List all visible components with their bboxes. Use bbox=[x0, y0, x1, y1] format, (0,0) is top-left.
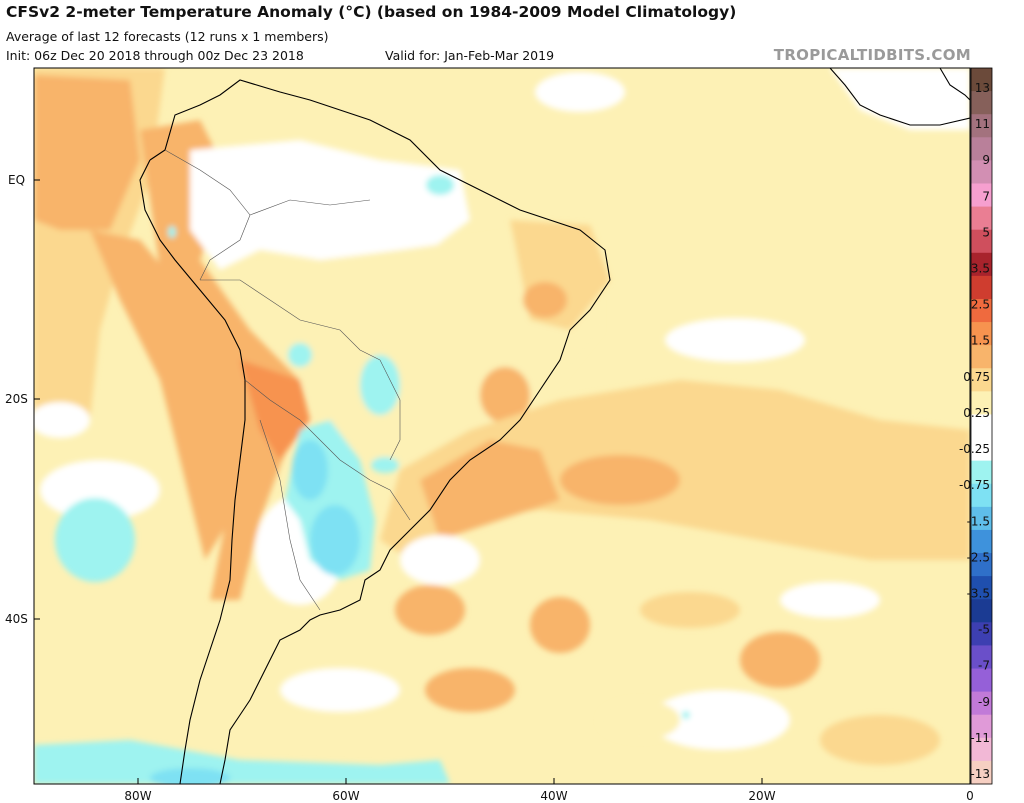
country-borders bbox=[164, 149, 411, 611]
colorbar-label: 3.5 bbox=[971, 262, 990, 276]
colorbar-label: 0.75 bbox=[963, 370, 990, 384]
colorbar-label: 0.25 bbox=[963, 406, 990, 420]
colorbar-swatch bbox=[971, 137, 992, 161]
colorbar: 13 11 9 7 5 3.5 2.5 1.5 0.75 0.25 -0.25 -0.75 -1.5 -2… bbox=[959, 67, 993, 785]
colorbar-label: 5 bbox=[982, 225, 990, 239]
colorbar-swatch bbox=[971, 760, 992, 785]
valid-text: Valid for: Jan-Feb-Mar 2019 bbox=[385, 48, 555, 63]
colorbar-swatch bbox=[971, 622, 992, 646]
colorbar-swatch bbox=[971, 183, 992, 208]
colorbar-swatch bbox=[971, 345, 992, 369]
colorbar-label: -1.5 bbox=[967, 514, 990, 528]
colorbar-swatch bbox=[971, 368, 992, 392]
colorbar-swatch bbox=[971, 506, 992, 531]
xtick-label: 60W bbox=[332, 789, 359, 803]
colorbar-swatch bbox=[971, 91, 992, 115]
colorbar-label: -0.75 bbox=[959, 478, 990, 492]
colorbar-swatch bbox=[971, 460, 992, 485]
colorbar-label: 11 bbox=[975, 117, 990, 131]
anomaly-shading bbox=[34, 68, 970, 784]
coastlines bbox=[139, 68, 970, 784]
colorbar-label: -0.25 bbox=[959, 442, 990, 456]
colorbar-label: 1.5 bbox=[971, 334, 990, 348]
xtick-label: 40W bbox=[540, 789, 567, 803]
colorbar-label: 13 bbox=[975, 81, 990, 95]
xtick-label: 20W bbox=[748, 789, 775, 803]
colorbar-swatch bbox=[971, 553, 992, 577]
map-frame bbox=[33, 67, 971, 785]
brand-watermark: TROPICALTIDBITS.COM bbox=[773, 46, 971, 64]
colorbar-swatch bbox=[971, 298, 992, 323]
map-field bbox=[34, 68, 970, 784]
colorbar-swatch bbox=[971, 483, 992, 508]
colorbar-label: -9 bbox=[978, 695, 990, 709]
colorbar-swatch bbox=[971, 206, 992, 231]
colorbar-swatch bbox=[971, 645, 992, 670]
colorbar-swatch bbox=[971, 599, 992, 623]
colorbar-swatch bbox=[971, 576, 992, 600]
map-subtitle: Average of last 12 forecasts (12 runs x … bbox=[6, 29, 329, 44]
colorbar-label: -13 bbox=[970, 767, 990, 781]
colorbar-label: -3.5 bbox=[967, 586, 990, 600]
xtick-label: 0 bbox=[966, 789, 974, 803]
colorbar-swatch bbox=[971, 714, 992, 739]
colorbar-swatch bbox=[971, 229, 992, 254]
colorbar-label: -5 bbox=[978, 623, 990, 637]
map-grid-ticks bbox=[34, 179, 970, 784]
ytick-label: 40S bbox=[5, 612, 28, 626]
colorbar-swatch bbox=[971, 737, 992, 762]
colorbar-label: 7 bbox=[982, 189, 990, 203]
colorbar-swatch bbox=[971, 391, 992, 415]
map-title: CFSv2 2-meter Temperature Anomaly (°C) (… bbox=[6, 3, 737, 21]
colorbar-swatch bbox=[971, 668, 992, 693]
colorbar-swatch bbox=[971, 322, 992, 346]
colorbar-swatch bbox=[971, 68, 992, 92]
colorbar-label: 9 bbox=[982, 153, 990, 167]
colorbar-swatch bbox=[971, 414, 992, 439]
colorbar-swatch bbox=[971, 160, 992, 184]
colorbar-label: 2.5 bbox=[971, 298, 990, 312]
colorbar-swatch bbox=[971, 691, 992, 716]
ytick-label: 20S bbox=[5, 392, 28, 406]
colorbar-label: -7 bbox=[978, 659, 990, 673]
init-text: Init: 06z Dec 20 2018 through 00z Dec 23… bbox=[6, 48, 304, 63]
colorbar-label: -11 bbox=[970, 731, 990, 745]
colorbar-label: -2.5 bbox=[967, 550, 990, 564]
ytick-label: EQ bbox=[8, 173, 25, 187]
colorbar-swatch bbox=[971, 437, 992, 462]
colorbar-frame bbox=[970, 67, 993, 785]
xtick-label: 80W bbox=[124, 789, 151, 803]
colorbar-swatch bbox=[971, 529, 992, 554]
colorbar-swatch bbox=[971, 252, 992, 277]
colorbar-swatch bbox=[971, 275, 992, 300]
colorbar-swatch bbox=[971, 114, 992, 138]
